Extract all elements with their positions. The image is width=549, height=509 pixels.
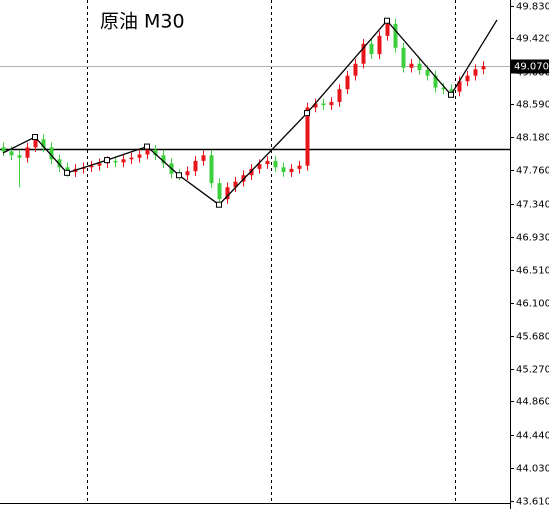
candle-body — [457, 81, 462, 92]
zigzag-vertex — [384, 17, 390, 24]
y-tick-label: 47.340 — [516, 200, 549, 211]
zigzag-vertex — [64, 169, 70, 176]
candle-body — [25, 147, 30, 158]
candle-body — [113, 160, 118, 163]
y-tick-label: 44.440 — [516, 431, 549, 442]
candle-body — [33, 139, 38, 148]
candle-body — [49, 147, 54, 160]
candle-body — [193, 160, 198, 172]
candle-body — [17, 155, 22, 158]
candle-body — [425, 70, 430, 76]
candle-body — [305, 107, 310, 166]
candle-body — [345, 75, 350, 90]
y-tick-label: 44.030 — [516, 464, 549, 475]
candle-body — [441, 87, 446, 90]
zigzag-vertex — [104, 157, 110, 164]
candle-body — [321, 103, 326, 106]
candle-body — [481, 66, 486, 70]
candle-body — [337, 89, 342, 102]
candle-body — [225, 187, 230, 200]
last-price-label: 49.070 — [514, 62, 549, 73]
candle-body — [185, 171, 190, 176]
candle-body — [217, 183, 222, 200]
candle-body — [89, 165, 94, 168]
candle-body — [233, 181, 238, 188]
candle-body — [401, 47, 406, 68]
candle-body — [201, 155, 206, 161]
candle-body — [249, 168, 254, 176]
candle-body — [433, 75, 438, 88]
candle-body — [65, 167, 70, 173]
candle-body — [153, 149, 158, 156]
candle-body — [265, 160, 270, 165]
y-tick-label: 44.860 — [516, 397, 549, 408]
candle-body — [417, 63, 422, 71]
chart-title: 原油 M30 — [100, 11, 185, 33]
y-tick-label: 46.510 — [516, 266, 549, 277]
candle-body — [377, 35, 382, 55]
y-tick-label: 43.610 — [516, 497, 549, 508]
candle-body — [313, 103, 318, 108]
zigzag-vertex — [304, 110, 310, 117]
y-tick-label: 48.590 — [516, 100, 549, 111]
zigzag-vertex — [32, 134, 38, 141]
candle-body — [57, 159, 62, 168]
candle-body — [409, 63, 414, 68]
candle-body — [209, 155, 214, 184]
candle-body — [369, 43, 374, 55]
last-price-box — [511, 59, 549, 74]
candle-body — [145, 149, 150, 155]
candle-body — [297, 165, 302, 169]
y-tick-label: 46.930 — [516, 233, 549, 244]
candle-body — [281, 167, 286, 173]
y-tick-label: 48.180 — [516, 133, 549, 144]
candle-body — [465, 75, 470, 82]
candle-body — [385, 23, 390, 36]
candle-body — [121, 159, 126, 163]
candle-body — [161, 155, 166, 164]
candle-body — [473, 69, 478, 76]
y-tick-label: 46.100 — [516, 299, 549, 310]
candle-body — [329, 101, 334, 106]
zigzag-vertex — [216, 201, 222, 208]
candle-body — [137, 154, 142, 158]
y-tick-label: 49.830 — [516, 2, 549, 13]
candle-body — [393, 23, 398, 48]
candle-body — [97, 163, 102, 166]
candle-body — [273, 160, 278, 168]
candle-body — [129, 157, 134, 160]
candle-body — [289, 168, 294, 173]
zigzag-vertex — [448, 91, 454, 98]
y-tick-label: 49.420 — [516, 34, 549, 45]
y-tick-label: 45.680 — [516, 332, 549, 343]
candle-body — [41, 139, 46, 148]
candle-body — [353, 63, 358, 76]
candle-body — [9, 151, 14, 156]
y-tick-label: 47.760 — [516, 166, 549, 177]
candle-body — [257, 164, 262, 169]
candle-body — [1, 147, 6, 152]
candle-body — [361, 43, 366, 64]
candle-body — [449, 89, 454, 92]
y-tick-label: 45.270 — [516, 365, 549, 376]
zigzag-vertex — [176, 172, 182, 179]
zigzag-vertex — [144, 143, 150, 150]
